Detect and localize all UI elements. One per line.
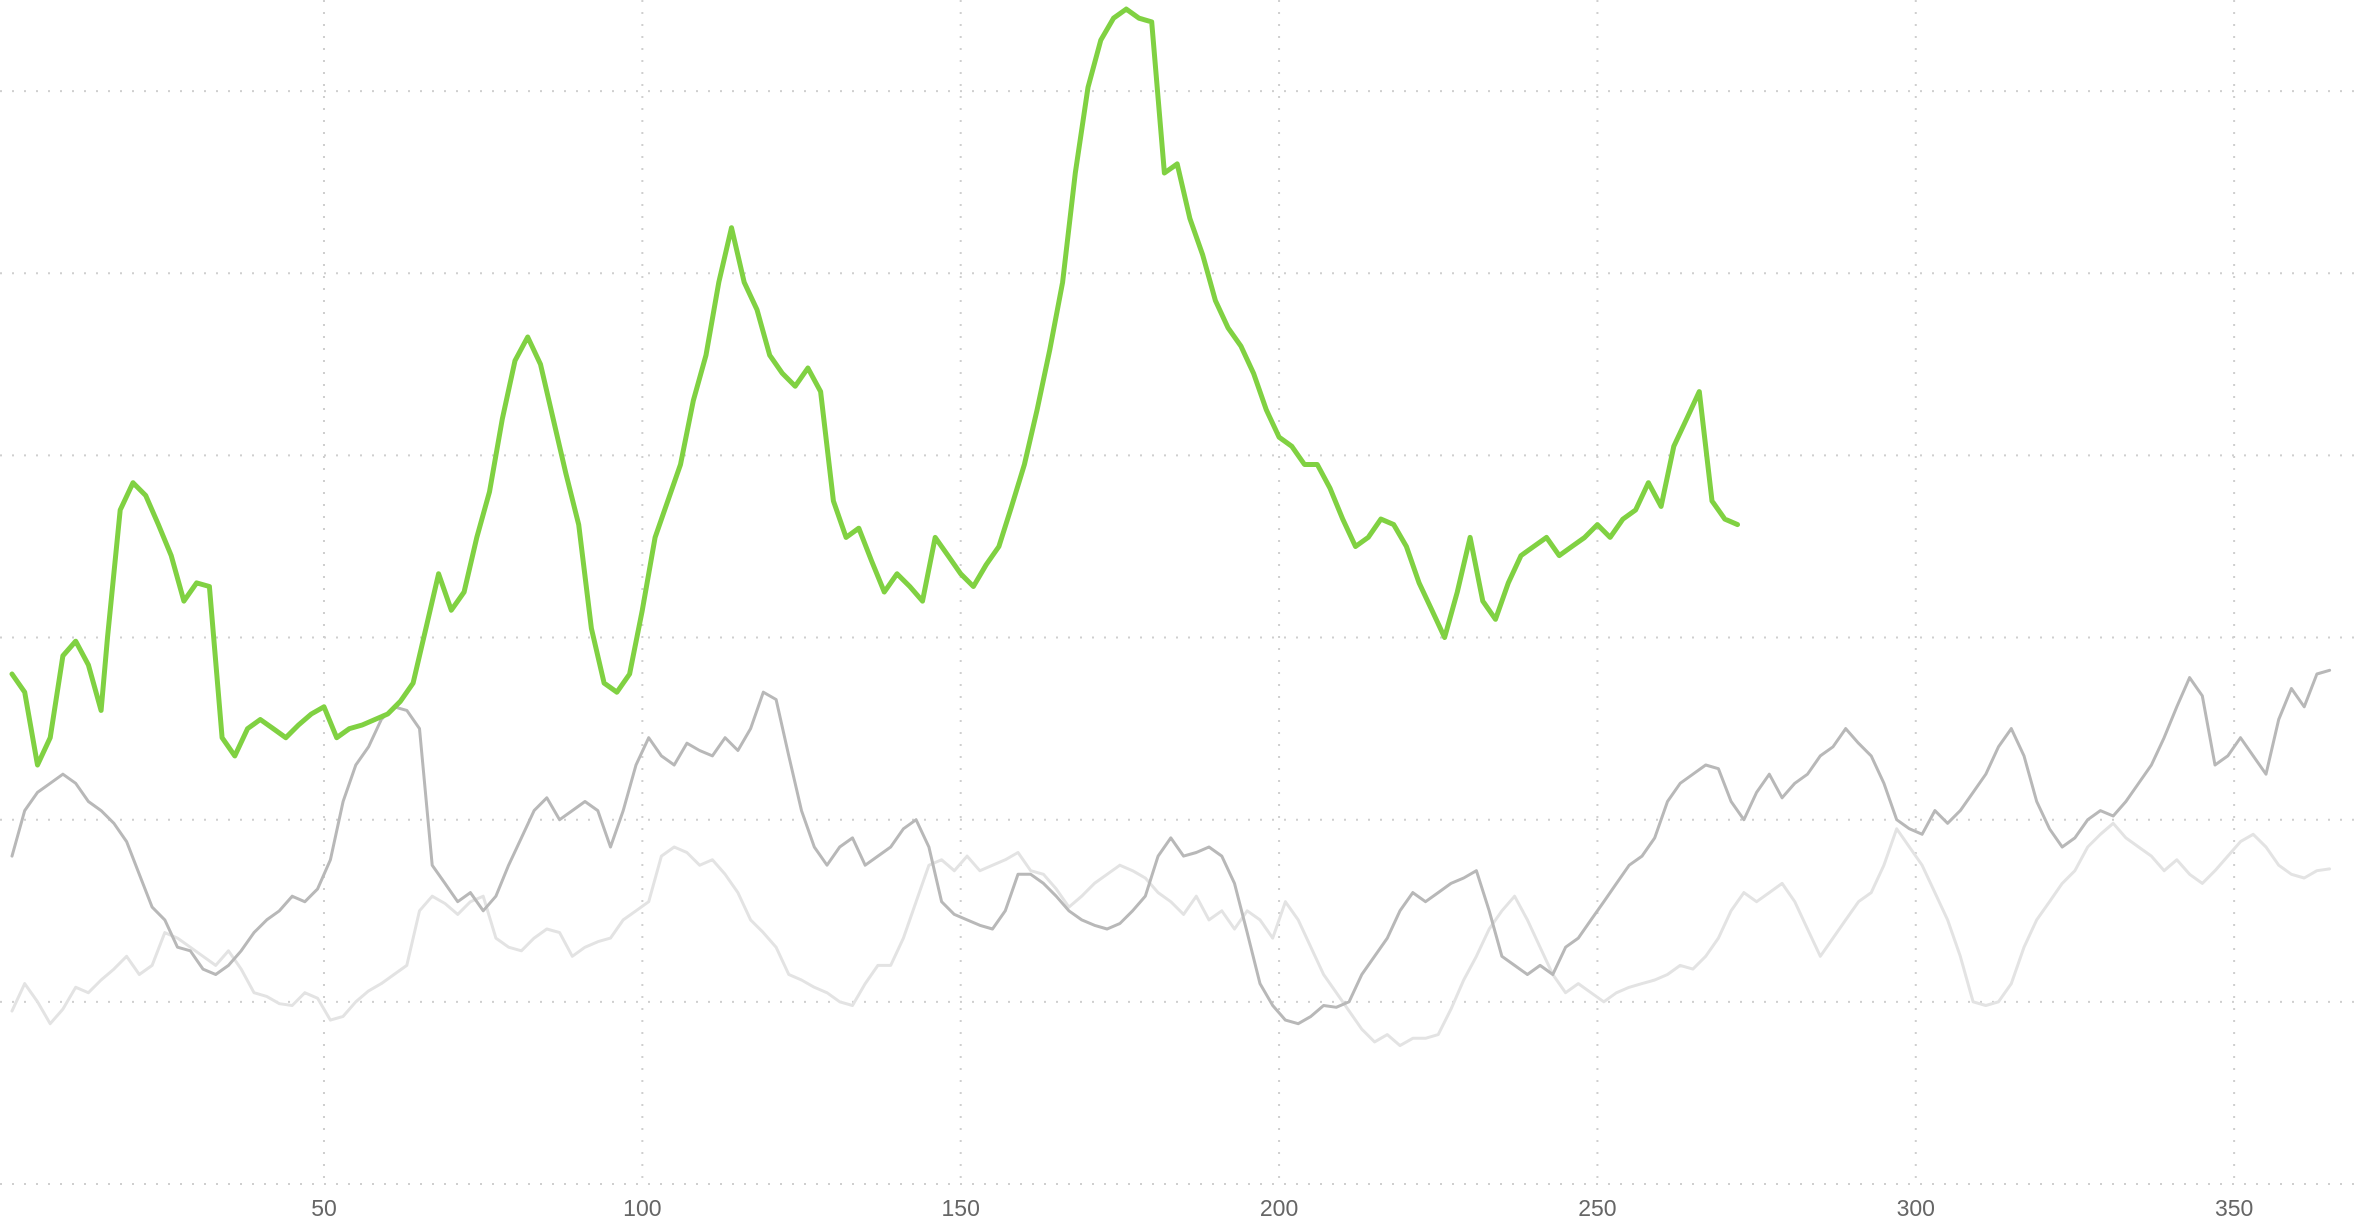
series-layer: [9, 6, 2332, 1048]
x-tick-label-250: 250: [1578, 1195, 1616, 1221]
x-axis-tick-labels: 50 100 150 200 250 300 350: [311, 1195, 2253, 1221]
x-tick-label-350: 350: [2215, 1195, 2253, 1221]
series-line-0: [10, 821, 2332, 1048]
series-line-2: [9, 6, 1740, 768]
x-tick-label-150: 150: [942, 1195, 980, 1221]
x-tick-label-300: 300: [1897, 1195, 1935, 1221]
x-tick-label-100: 100: [623, 1195, 661, 1221]
series-line-1: [10, 668, 2332, 1026]
x-tick-label-50: 50: [311, 1195, 337, 1221]
x-tick-label-200: 200: [1260, 1195, 1298, 1221]
gridlines: [0, 0, 2356, 1185]
